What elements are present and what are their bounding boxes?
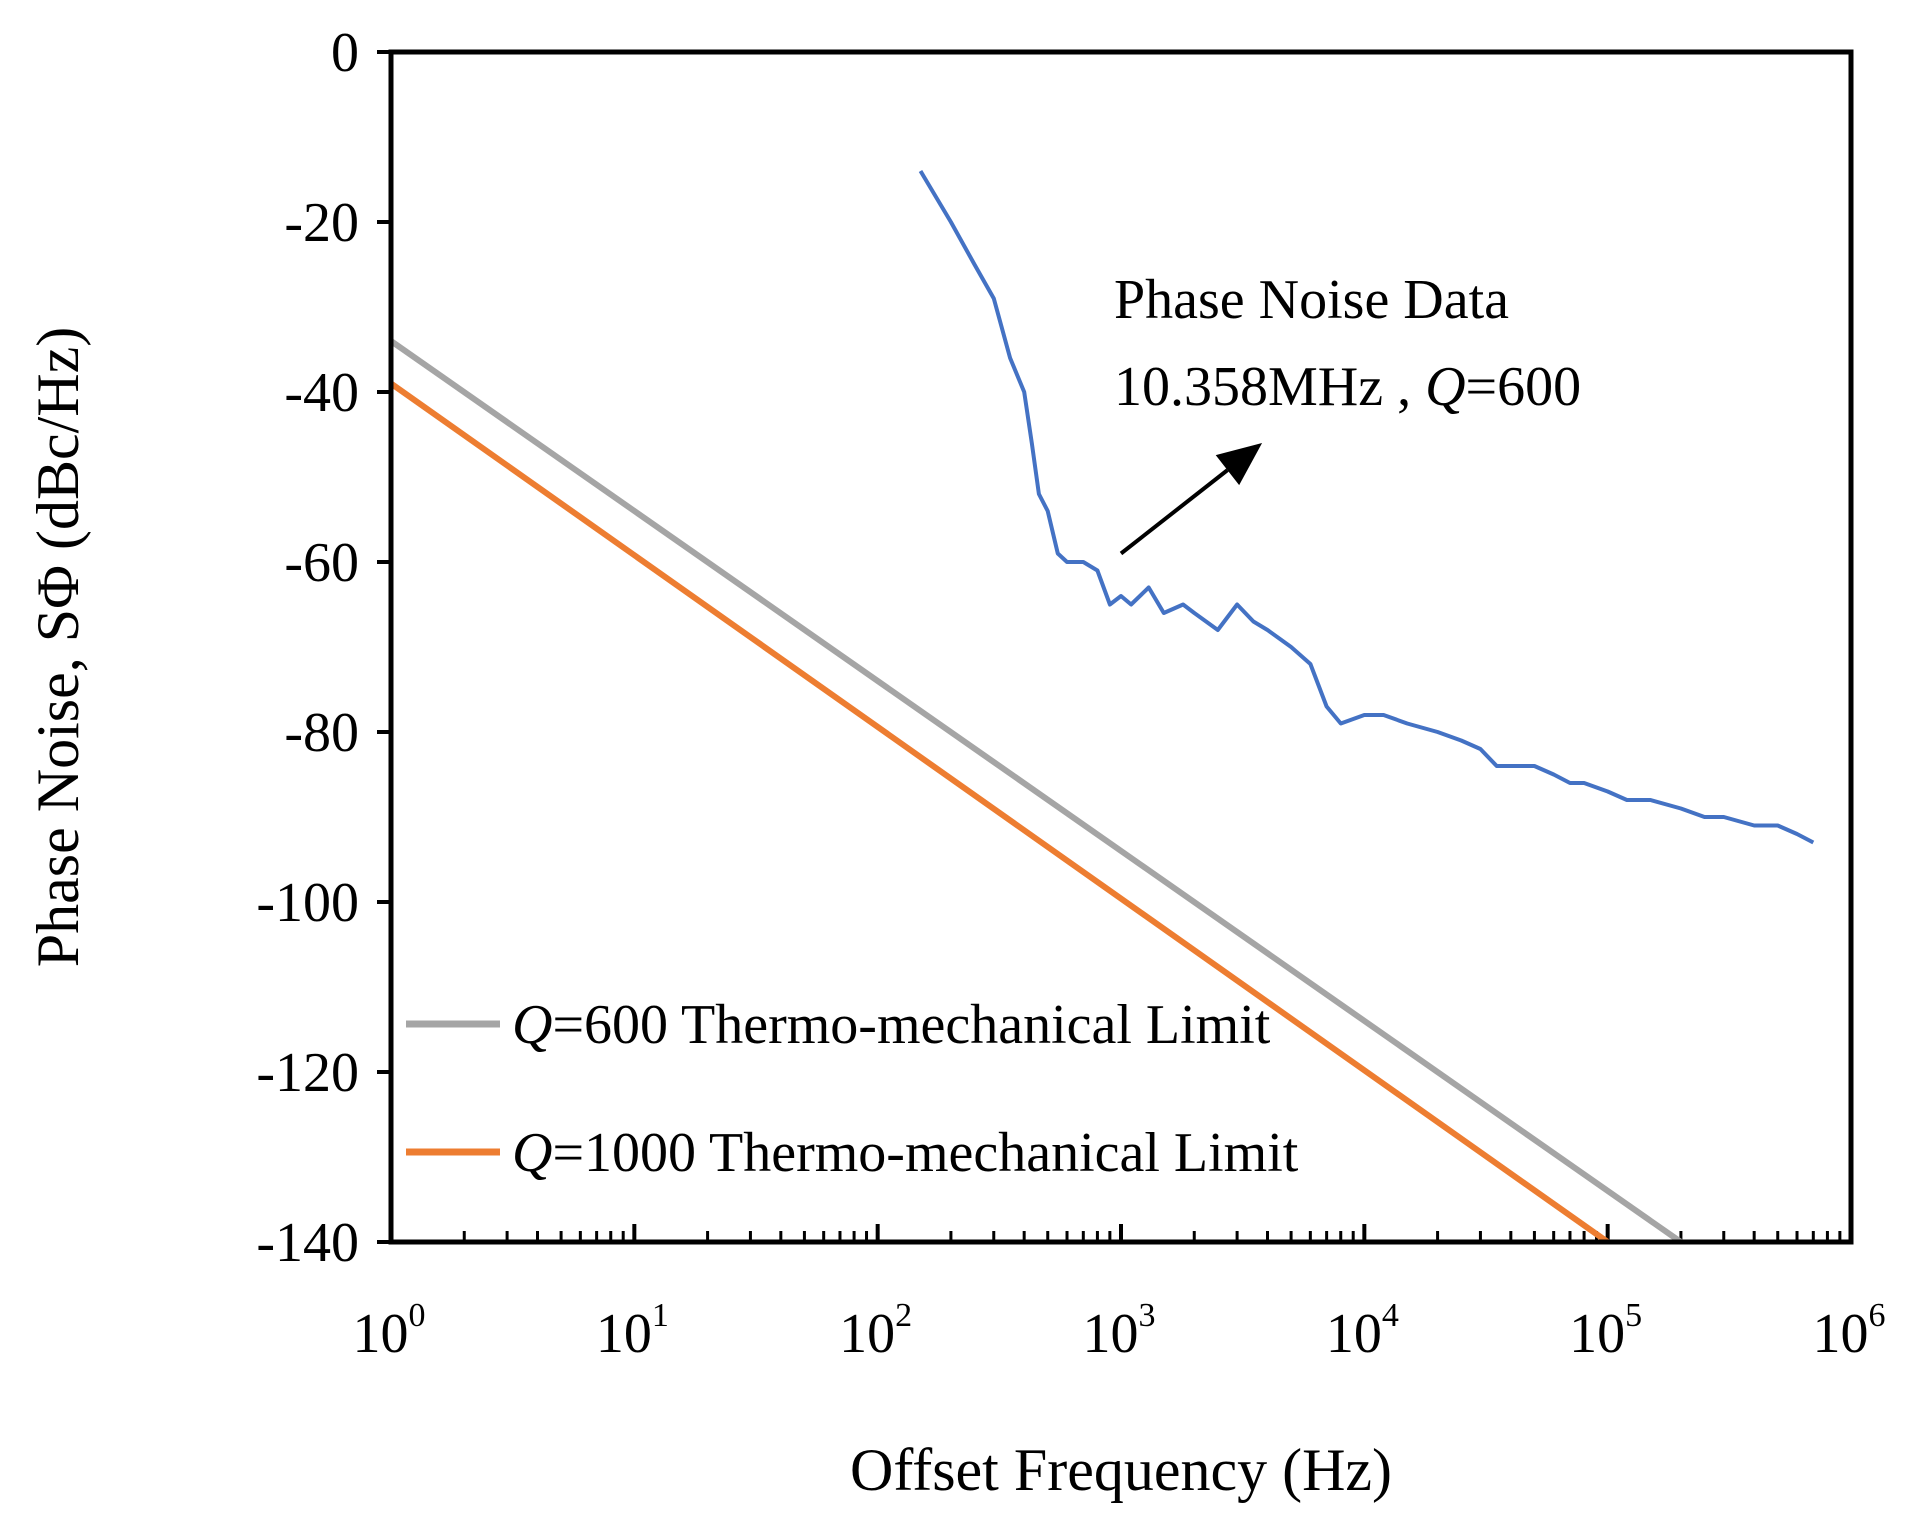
y-tick-label: -120 xyxy=(256,1042,359,1104)
phase-noise-annotation: Phase Noise Data 10.358MHz , Q=600 xyxy=(1114,269,1581,556)
series-q600-limit xyxy=(389,338,1683,1245)
x-tick-label: 106 xyxy=(1813,1297,1886,1365)
x-tick-label: 104 xyxy=(1326,1297,1399,1365)
x-tick-label: 100 xyxy=(353,1297,426,1365)
annotation-line-2: 10.358MHz , Q=600 xyxy=(1114,356,1581,418)
x-tick-base: 10 xyxy=(1326,1303,1382,1365)
y-tick-label: -60 xyxy=(284,532,359,594)
annotation-arrow-head xyxy=(1215,443,1263,486)
x-tick-label: 101 xyxy=(596,1297,669,1365)
legend-q600-rest: =600 Thermo-mechanical Limit xyxy=(552,994,1270,1056)
legend-label-q600: Q=600 Thermo-mechanical Limit xyxy=(512,994,1271,1056)
legend-q1000-rest: =1000 Thermo-mechanical Limit xyxy=(552,1122,1298,1184)
x-tick-label: 103 xyxy=(1083,1297,1156,1365)
y-tick-label: -140 xyxy=(256,1212,359,1274)
x-tick-exponent: 5 xyxy=(1625,1297,1642,1334)
series-q1000-limit xyxy=(389,381,1610,1245)
y-tick-label: -20 xyxy=(284,192,359,254)
x-tick-base: 10 xyxy=(353,1303,409,1365)
x-tick-base: 10 xyxy=(596,1303,652,1365)
y-axis-title: Phase Noise, SΦ (dBc/Hz) xyxy=(25,327,91,967)
y-tick-label: -40 xyxy=(284,362,359,424)
annotation-line-1: Phase Noise Data xyxy=(1114,269,1509,331)
x-tick-exponent: 6 xyxy=(1869,1297,1886,1334)
legend: Q=600 Thermo-mechanical Limit Q=1000 The… xyxy=(406,994,1299,1184)
y-tick-label: 0 xyxy=(331,22,359,84)
x-tick-label: 105 xyxy=(1569,1297,1642,1365)
series-layer xyxy=(389,169,1815,1245)
x-tick-base: 10 xyxy=(1813,1303,1869,1365)
annotation-line-2-suffix: =600 xyxy=(1466,356,1582,418)
x-axis-title: Offset Frequency (Hz) xyxy=(850,1437,1392,1503)
annotation-q-symbol: Q xyxy=(1425,356,1465,418)
x-tick-exponent: 0 xyxy=(409,1297,426,1334)
annotation-line-2-prefix: 10.358MHz , xyxy=(1114,356,1425,418)
x-tick-exponent: 1 xyxy=(652,1297,669,1334)
x-tick-exponent: 4 xyxy=(1382,1297,1399,1334)
x-tick-base: 10 xyxy=(1083,1303,1139,1365)
x-tick-base: 10 xyxy=(839,1303,895,1365)
x-tick-base: 10 xyxy=(1569,1303,1625,1365)
x-axis-tick-labels: 100 101 102 103 104 105 106 xyxy=(353,1297,1886,1365)
x-axis-ticks xyxy=(389,1224,1853,1242)
plot-area-frame xyxy=(388,49,1854,1245)
y-tick-label: -80 xyxy=(284,702,359,764)
x-tick-exponent: 3 xyxy=(1139,1297,1156,1334)
legend-label-q1000: Q=1000 Thermo-mechanical Limit xyxy=(512,1122,1299,1184)
series-phase-noise-data xyxy=(918,169,1815,845)
y-axis-tick-labels: 0 -20 -40 -60 -80 -100 -120 -140 xyxy=(256,22,359,1274)
legend-q1000-q-symbol: Q xyxy=(512,1122,552,1184)
annotation-arrow-line xyxy=(1119,468,1229,556)
x-tick-label: 102 xyxy=(839,1297,912,1365)
y-tick-label: -100 xyxy=(256,872,359,934)
x-tick-exponent: 2 xyxy=(895,1297,912,1334)
legend-q600-q-symbol: Q xyxy=(512,994,552,1056)
